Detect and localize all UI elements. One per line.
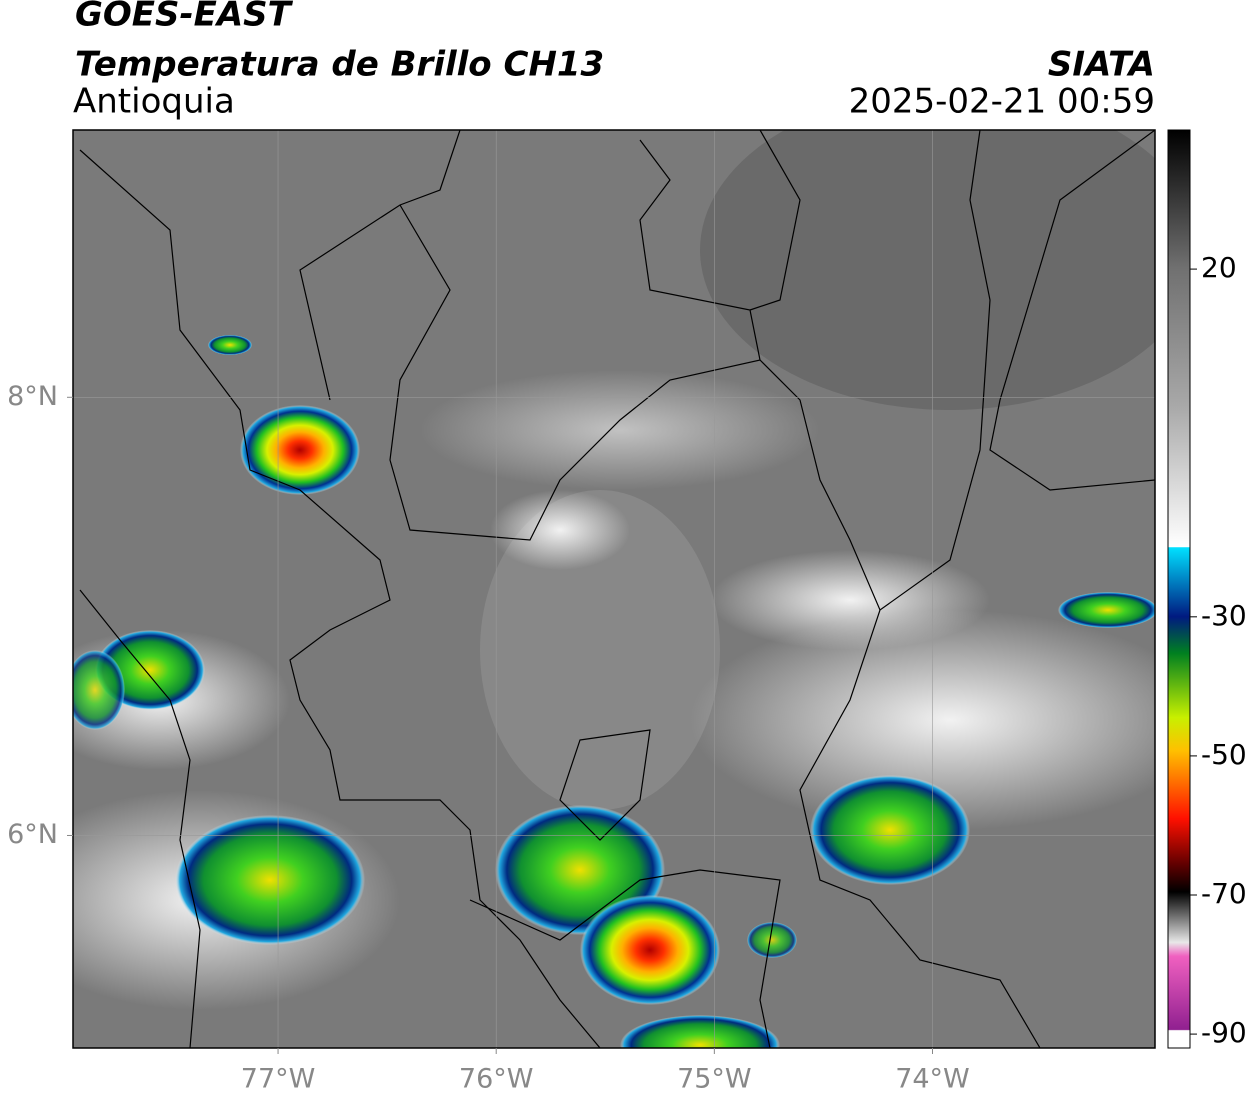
colorbar-tick-label: -90 bbox=[1201, 1016, 1247, 1049]
y-tick-label: 8°N bbox=[7, 381, 58, 412]
datetime: 2025-02-21 00:59 bbox=[849, 82, 1155, 122]
map-frame bbox=[72, 129, 1156, 1049]
title: GOES-EAST bbox=[75, 0, 294, 35]
subtitle: Temperatura de Brillo CH13 bbox=[75, 45, 604, 85]
region: Antioquia bbox=[73, 82, 235, 122]
x-tick-label: 74°W bbox=[895, 1064, 970, 1095]
y-tick-label: 6°N bbox=[7, 819, 58, 850]
x-tick-label: 75°W bbox=[677, 1064, 752, 1095]
colorbar-tick-label: -30 bbox=[1201, 599, 1247, 632]
x-tick-label: 77°W bbox=[241, 1064, 316, 1095]
colorbar-tick-label: -50 bbox=[1201, 738, 1247, 771]
colorbar bbox=[1167, 129, 1191, 1049]
source: SIATA bbox=[1048, 45, 1155, 85]
map-image bbox=[73, 130, 1155, 1048]
colorbar-tick-label: 20 bbox=[1201, 251, 1237, 284]
colorbar-tick-label: -70 bbox=[1201, 877, 1247, 910]
x-tick-label: 76°W bbox=[459, 1064, 534, 1095]
